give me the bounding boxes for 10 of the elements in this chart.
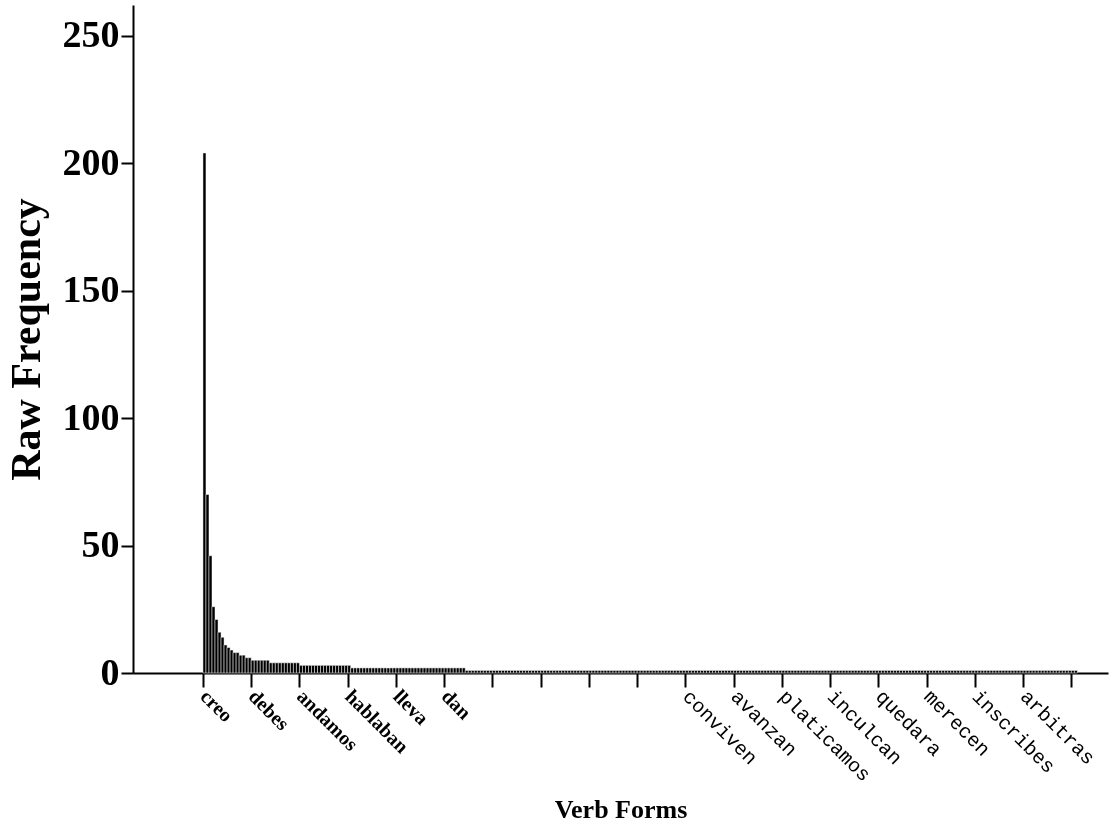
x-tick-label: creo (196, 685, 238, 727)
y-tick-label: 0 (100, 650, 120, 693)
y-tick-label: 50 (81, 523, 120, 566)
y-tick-label: 250 (62, 13, 120, 56)
x-tick-label: dan (437, 685, 476, 724)
y-tick-label: 150 (62, 268, 120, 311)
x-axis-title: Verb Forms (554, 795, 688, 825)
y-tick-label: 100 (62, 395, 120, 438)
y-axis-title: Raw Frequency (2, 198, 49, 481)
y-tick-label: 200 (62, 140, 120, 183)
